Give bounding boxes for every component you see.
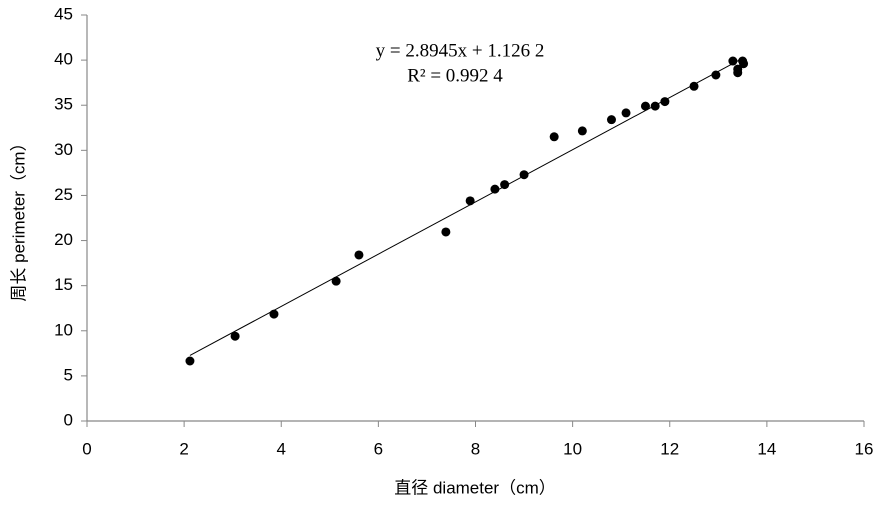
- point: [490, 184, 500, 194]
- point: [577, 126, 587, 136]
- y-axis-label: 周长 perimeter（cm）: [9, 134, 28, 301]
- point: [230, 331, 240, 341]
- x-axis-label: 直径 diameter（cm）: [394, 478, 556, 497]
- y-tick-label: 30: [54, 140, 73, 159]
- y-tick-label: 0: [64, 410, 73, 429]
- point: [465, 196, 475, 206]
- point: [711, 70, 721, 80]
- x-tick-label: 2: [179, 439, 188, 458]
- x-tick-label: 14: [757, 439, 776, 458]
- x-tick-label: 6: [374, 439, 383, 458]
- y-tick-label: 25: [54, 185, 73, 204]
- y-tick-label: 45: [54, 4, 73, 23]
- point: [549, 132, 559, 142]
- y-tick-label: 10: [54, 320, 73, 339]
- point: [269, 309, 279, 319]
- point: [500, 180, 510, 190]
- point: [733, 64, 743, 74]
- point: [441, 227, 451, 237]
- y-tick-label: 5: [64, 365, 73, 384]
- x-tick-label: 0: [82, 439, 91, 458]
- trend-equation: y = 2.8945x + 1.126 2: [376, 40, 545, 61]
- y-tick-label: 40: [54, 50, 73, 69]
- x-tick-label: 8: [471, 439, 480, 458]
- x-tick-label: 16: [855, 439, 874, 458]
- point: [640, 101, 650, 111]
- point: [739, 59, 749, 69]
- point: [354, 250, 364, 260]
- point: [650, 101, 660, 111]
- point: [331, 276, 341, 286]
- point: [606, 115, 616, 125]
- point: [689, 81, 699, 91]
- point: [185, 356, 195, 366]
- point: [660, 97, 670, 107]
- point: [621, 108, 631, 118]
- y-tick-label: 20: [54, 230, 73, 249]
- x-tick-label: 4: [277, 439, 286, 458]
- x-tick-label: 10: [563, 439, 582, 458]
- point: [519, 170, 529, 180]
- x-tick-label: 12: [660, 439, 679, 458]
- r-squared: R² = 0.992 4: [407, 65, 503, 86]
- y-tick-label: 15: [54, 275, 73, 294]
- point: [728, 56, 738, 66]
- y-tick-label: 35: [54, 95, 73, 114]
